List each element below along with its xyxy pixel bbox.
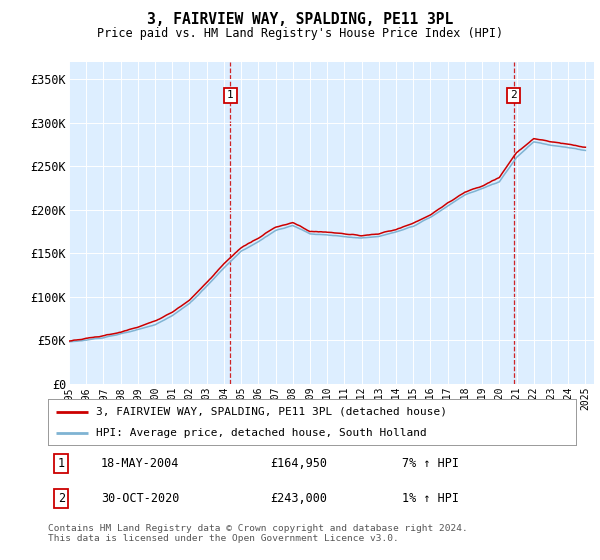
Text: 30-OCT-2020: 30-OCT-2020 bbox=[101, 492, 179, 505]
Text: £243,000: £243,000 bbox=[270, 492, 327, 505]
Text: 18-MAY-2004: 18-MAY-2004 bbox=[101, 457, 179, 470]
Text: 2: 2 bbox=[510, 90, 517, 100]
Text: 1: 1 bbox=[58, 457, 65, 470]
Text: 3, FAIRVIEW WAY, SPALDING, PE11 3PL (detached house): 3, FAIRVIEW WAY, SPALDING, PE11 3PL (det… bbox=[95, 407, 446, 417]
Text: £164,950: £164,950 bbox=[270, 457, 327, 470]
Text: Price paid vs. HM Land Registry's House Price Index (HPI): Price paid vs. HM Land Registry's House … bbox=[97, 27, 503, 40]
Text: 3, FAIRVIEW WAY, SPALDING, PE11 3PL: 3, FAIRVIEW WAY, SPALDING, PE11 3PL bbox=[147, 12, 453, 27]
Text: 2: 2 bbox=[58, 492, 65, 505]
Text: HPI: Average price, detached house, South Holland: HPI: Average price, detached house, Sout… bbox=[95, 428, 426, 438]
Text: 1% ↑ HPI: 1% ↑ HPI bbox=[402, 492, 459, 505]
Text: 7% ↑ HPI: 7% ↑ HPI bbox=[402, 457, 459, 470]
Text: Contains HM Land Registry data © Crown copyright and database right 2024.
This d: Contains HM Land Registry data © Crown c… bbox=[48, 524, 468, 543]
Text: 1: 1 bbox=[227, 90, 234, 100]
